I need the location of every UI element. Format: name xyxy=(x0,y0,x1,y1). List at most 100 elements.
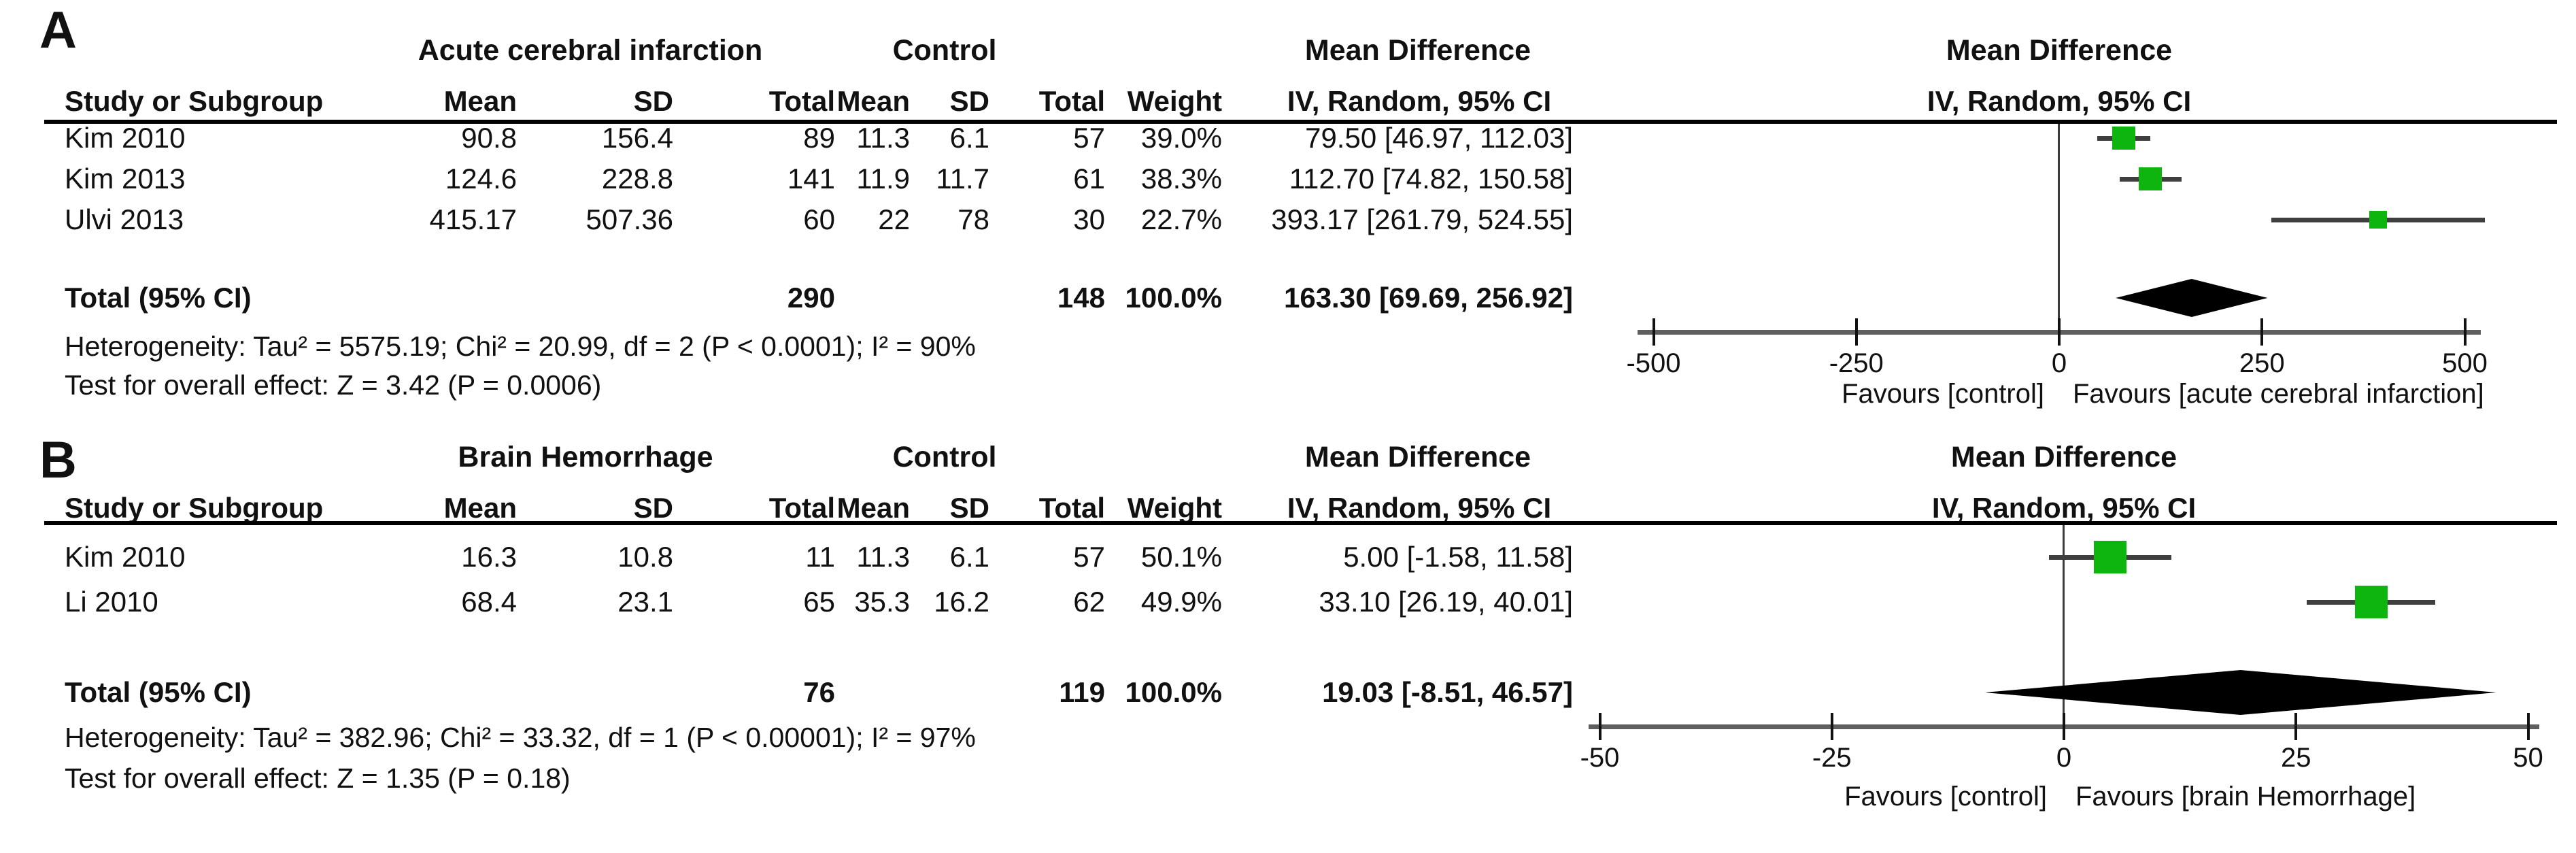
study-name: Ulvi 2013 xyxy=(65,203,184,235)
axis-tick xyxy=(1830,713,1833,740)
total-treatment: 89 xyxy=(803,122,835,154)
study-name: Li 2010 xyxy=(65,586,158,618)
total-ci-text: 19.03 [-8.51, 46.57] xyxy=(1322,676,1573,708)
column-header-sd-control: SD xyxy=(949,492,989,524)
md-column-title-b: Mean Difference xyxy=(1304,441,1531,473)
column-header-sd-control: SD xyxy=(949,85,989,117)
total-control-sum: 119 xyxy=(1059,676,1105,708)
column-header-mean-control: Mean xyxy=(836,85,910,117)
study-name: Kim 2010 xyxy=(65,541,186,573)
column-header-mean-treatment: Mean xyxy=(443,85,517,117)
table-row: Kim 2010 16.3 10.8 11 11.3 6.1 57 50.1% … xyxy=(0,541,2576,573)
total-control: 61 xyxy=(1073,163,1105,195)
mean-control: 11.3 xyxy=(856,122,910,154)
zero-line-a xyxy=(2058,124,2060,332)
total-control-sum: 148 xyxy=(1057,282,1105,314)
axis-tick xyxy=(2526,713,2530,740)
column-header-total-treatment: Total xyxy=(768,492,835,524)
ci-text: 112.70 [74.82, 150.58] xyxy=(1289,163,1573,195)
weight-value: 49.9% xyxy=(1140,586,1222,618)
total-treatment: 141 xyxy=(787,163,835,195)
header-underline-b xyxy=(44,521,2557,525)
total-control: 57 xyxy=(1073,541,1105,573)
total-weight: 100.0% xyxy=(1125,282,1222,314)
column-header-row-a: Study or Subgroup Mean SD Total Mean SD … xyxy=(0,86,2576,117)
weight-value: 39.0% xyxy=(1140,122,1222,154)
total-control: 30 xyxy=(1073,203,1105,235)
axis-tick xyxy=(1598,713,1601,740)
column-header-ci: IV, Random, 95% CI xyxy=(1287,85,1552,117)
mean-treatment: 16.3 xyxy=(461,541,517,573)
ci-text: 79.50 [46.97, 112.03] xyxy=(1305,122,1573,154)
effect-square xyxy=(2139,167,2162,190)
heterogeneity-text-a: Heterogeneity: Tau² = 5575.19; Chi² = 20… xyxy=(65,331,976,362)
sd-treatment: 10.8 xyxy=(617,541,673,573)
column-header-row-b: Study or Subgroup Mean SD Total Mean SD … xyxy=(0,492,2576,524)
favours-right-label-a: Favours [acute cerebral infarction] xyxy=(2073,379,2484,409)
effect-square xyxy=(2355,586,2388,618)
total-control: 57 xyxy=(1073,122,1105,154)
study-name: Kim 2013 xyxy=(65,163,186,195)
ci-text: 33.10 [26.19, 40.01] xyxy=(1319,586,1573,618)
group-header-control-a: Control xyxy=(892,34,997,67)
zero-line-b xyxy=(2063,525,2065,726)
heterogeneity-text-b: Heterogeneity: Tau² = 382.96; Chi² = 33.… xyxy=(65,722,976,753)
overall-effect-text-b: Test for overall effect: Z = 1.35 (P = 0… xyxy=(65,763,571,794)
axis-tick-label: 0 xyxy=(2051,348,2067,378)
ci-text: 393.17 [261.79, 524.55] xyxy=(1271,203,1573,235)
sd-treatment: 507.36 xyxy=(586,203,673,235)
mean-control: 11.3 xyxy=(856,541,910,573)
weight-value: 38.3% xyxy=(1140,163,1222,195)
column-header-total-treatment: Total xyxy=(768,85,835,117)
group-header-treatment-b: Brain Hemorrhage xyxy=(458,441,713,473)
column-header-weight: Weight xyxy=(1127,492,1222,524)
mean-treatment: 68.4 xyxy=(461,586,517,618)
axis-tick xyxy=(2063,713,2065,740)
total-control: 62 xyxy=(1073,586,1105,618)
md-plot-title-b: Mean Difference xyxy=(1950,441,2177,473)
favours-left-label-b: Favours [control] xyxy=(1844,782,2047,812)
table-row: Kim 2010 90.8 156.4 89 11.3 6.1 57 39.0%… xyxy=(0,122,2576,154)
axis-tick-label: 500 xyxy=(2442,348,2488,378)
total-label: Total (95% CI) xyxy=(65,282,252,314)
mean-treatment: 90.8 xyxy=(461,122,517,154)
effect-square xyxy=(2112,127,2135,150)
total-treatment-sum: 76 xyxy=(803,676,835,708)
axis-tick-label: -50 xyxy=(1580,743,1620,773)
md-plot-title-a: Mean Difference xyxy=(1946,34,2173,67)
sd-treatment: 228.8 xyxy=(601,163,673,195)
total-treatment-sum: 290 xyxy=(787,282,835,314)
total-row-b: Total (95% CI) 76 119 100.0% 19.03 [-8.5… xyxy=(0,677,2576,708)
overall-effect-text-a: Test for overall effect: Z = 3.42 (P = 0… xyxy=(65,369,602,401)
column-header-sd-treatment: SD xyxy=(633,85,673,117)
effect-square xyxy=(2369,211,2387,229)
axis-tick-label: -25 xyxy=(1812,743,1852,773)
total-treatment: 11 xyxy=(805,541,835,573)
axis-tick xyxy=(2294,713,2298,740)
weight-value: 22.7% xyxy=(1140,203,1222,235)
mean-treatment: 124.6 xyxy=(445,163,517,195)
mean-control: 35.3 xyxy=(854,586,910,618)
sd-control: 6.1 xyxy=(949,122,989,154)
group-header-control-b: Control xyxy=(892,441,997,473)
column-header-study: Study or Subgroup xyxy=(65,492,324,524)
sd-control: 78 xyxy=(957,203,989,235)
axis-tick xyxy=(2260,318,2264,346)
axis-tick-label: 250 xyxy=(2239,348,2285,378)
favours-left-label-a: Favours [control] xyxy=(1842,379,2044,409)
axis-tick-label: -250 xyxy=(1829,348,1884,378)
axis-tick-label: 25 xyxy=(2281,743,2311,773)
study-name: Kim 2010 xyxy=(65,122,186,154)
table-row: Kim 2013 124.6 228.8 141 11.9 11.7 61 38… xyxy=(0,163,2576,195)
favours-right-label-b: Favours [brain Hemorrhage] xyxy=(2075,782,2416,812)
sd-control: 6.1 xyxy=(949,541,989,573)
group-header-treatment-a: Acute cerebral infarction xyxy=(418,34,763,67)
total-treatment: 65 xyxy=(803,586,835,618)
total-label: Total (95% CI) xyxy=(65,676,252,708)
table-row: Ulvi 2013 415.17 507.36 60 22 78 30 22.7… xyxy=(0,204,2576,235)
sd-treatment: 23.1 xyxy=(617,586,673,618)
column-header-weight: Weight xyxy=(1127,85,1222,117)
sd-treatment: 156.4 xyxy=(601,122,673,154)
axis-tick-label: 0 xyxy=(2056,743,2072,773)
